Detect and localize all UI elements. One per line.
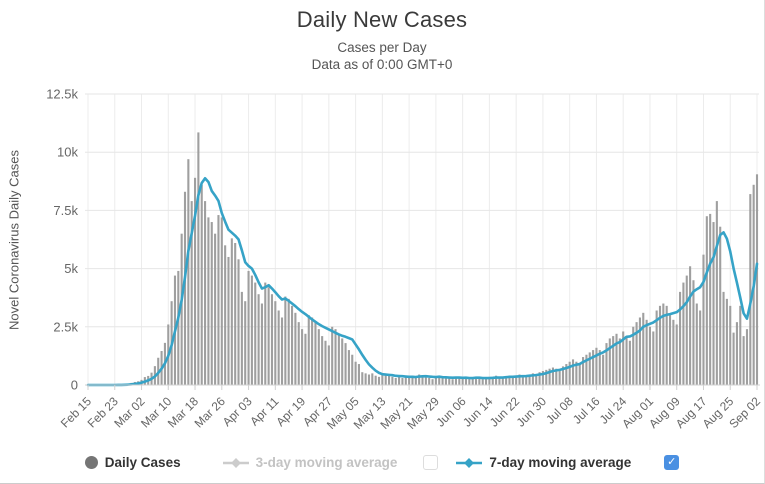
legend-label-7day-avg: 7-day moving average [489,455,632,470]
svg-text:Jun 30: Jun 30 [514,394,550,430]
legend: Daily Cases 3-day moving average 7-day m… [0,455,764,470]
svg-text:Apr 19: Apr 19 [273,394,308,429]
svg-text:2.5k: 2.5k [53,319,78,334]
chart-title: Daily New Cases [296,7,468,32]
3day-avg-marker-icon [222,457,249,468]
svg-text:Sep 02: Sep 02 [726,394,763,431]
daily-cases-marker-icon [84,456,98,469]
7day-avg-marker-icon [456,457,483,468]
svg-text:5k: 5k [64,261,78,276]
checkbox-3day-avg[interactable] [423,455,439,470]
legend-item-7day-avg[interactable]: 7-day moving average [456,455,631,470]
y-gridlines: 0 2.5k 5k 7.5k 10k 12.5k [46,87,759,393]
legend-item-daily-cases[interactable]: Daily Cases [84,455,181,470]
svg-text:12.5k: 12.5k [46,87,78,102]
svg-text:10k: 10k [57,145,78,160]
checkbox-7day-avg[interactable]: ✓ [664,455,680,470]
svg-text:0: 0 [71,378,78,393]
legend-label-3day-avg: 3-day moving average [255,455,398,470]
legend-label-daily-cases: Daily Cases [104,455,181,470]
legend-item-3day-avg[interactable]: 3-day moving average [222,455,398,470]
chart-subtitle-line1: Cases per Day [337,40,427,55]
chart-subtitle-line2: Data as of 0:00 GMT+0 [311,57,453,72]
svg-text:7.5k: 7.5k [53,203,78,218]
daily-cases-bars[interactable] [117,132,759,385]
svg-text:Jul 16: Jul 16 [570,394,603,427]
svg-text:Apr 03: Apr 03 [220,394,255,429]
svg-text:Jul 08: Jul 08 [543,394,576,427]
ma7-line[interactable] [86,177,759,387]
svg-text:Mar 26: Mar 26 [192,394,229,431]
